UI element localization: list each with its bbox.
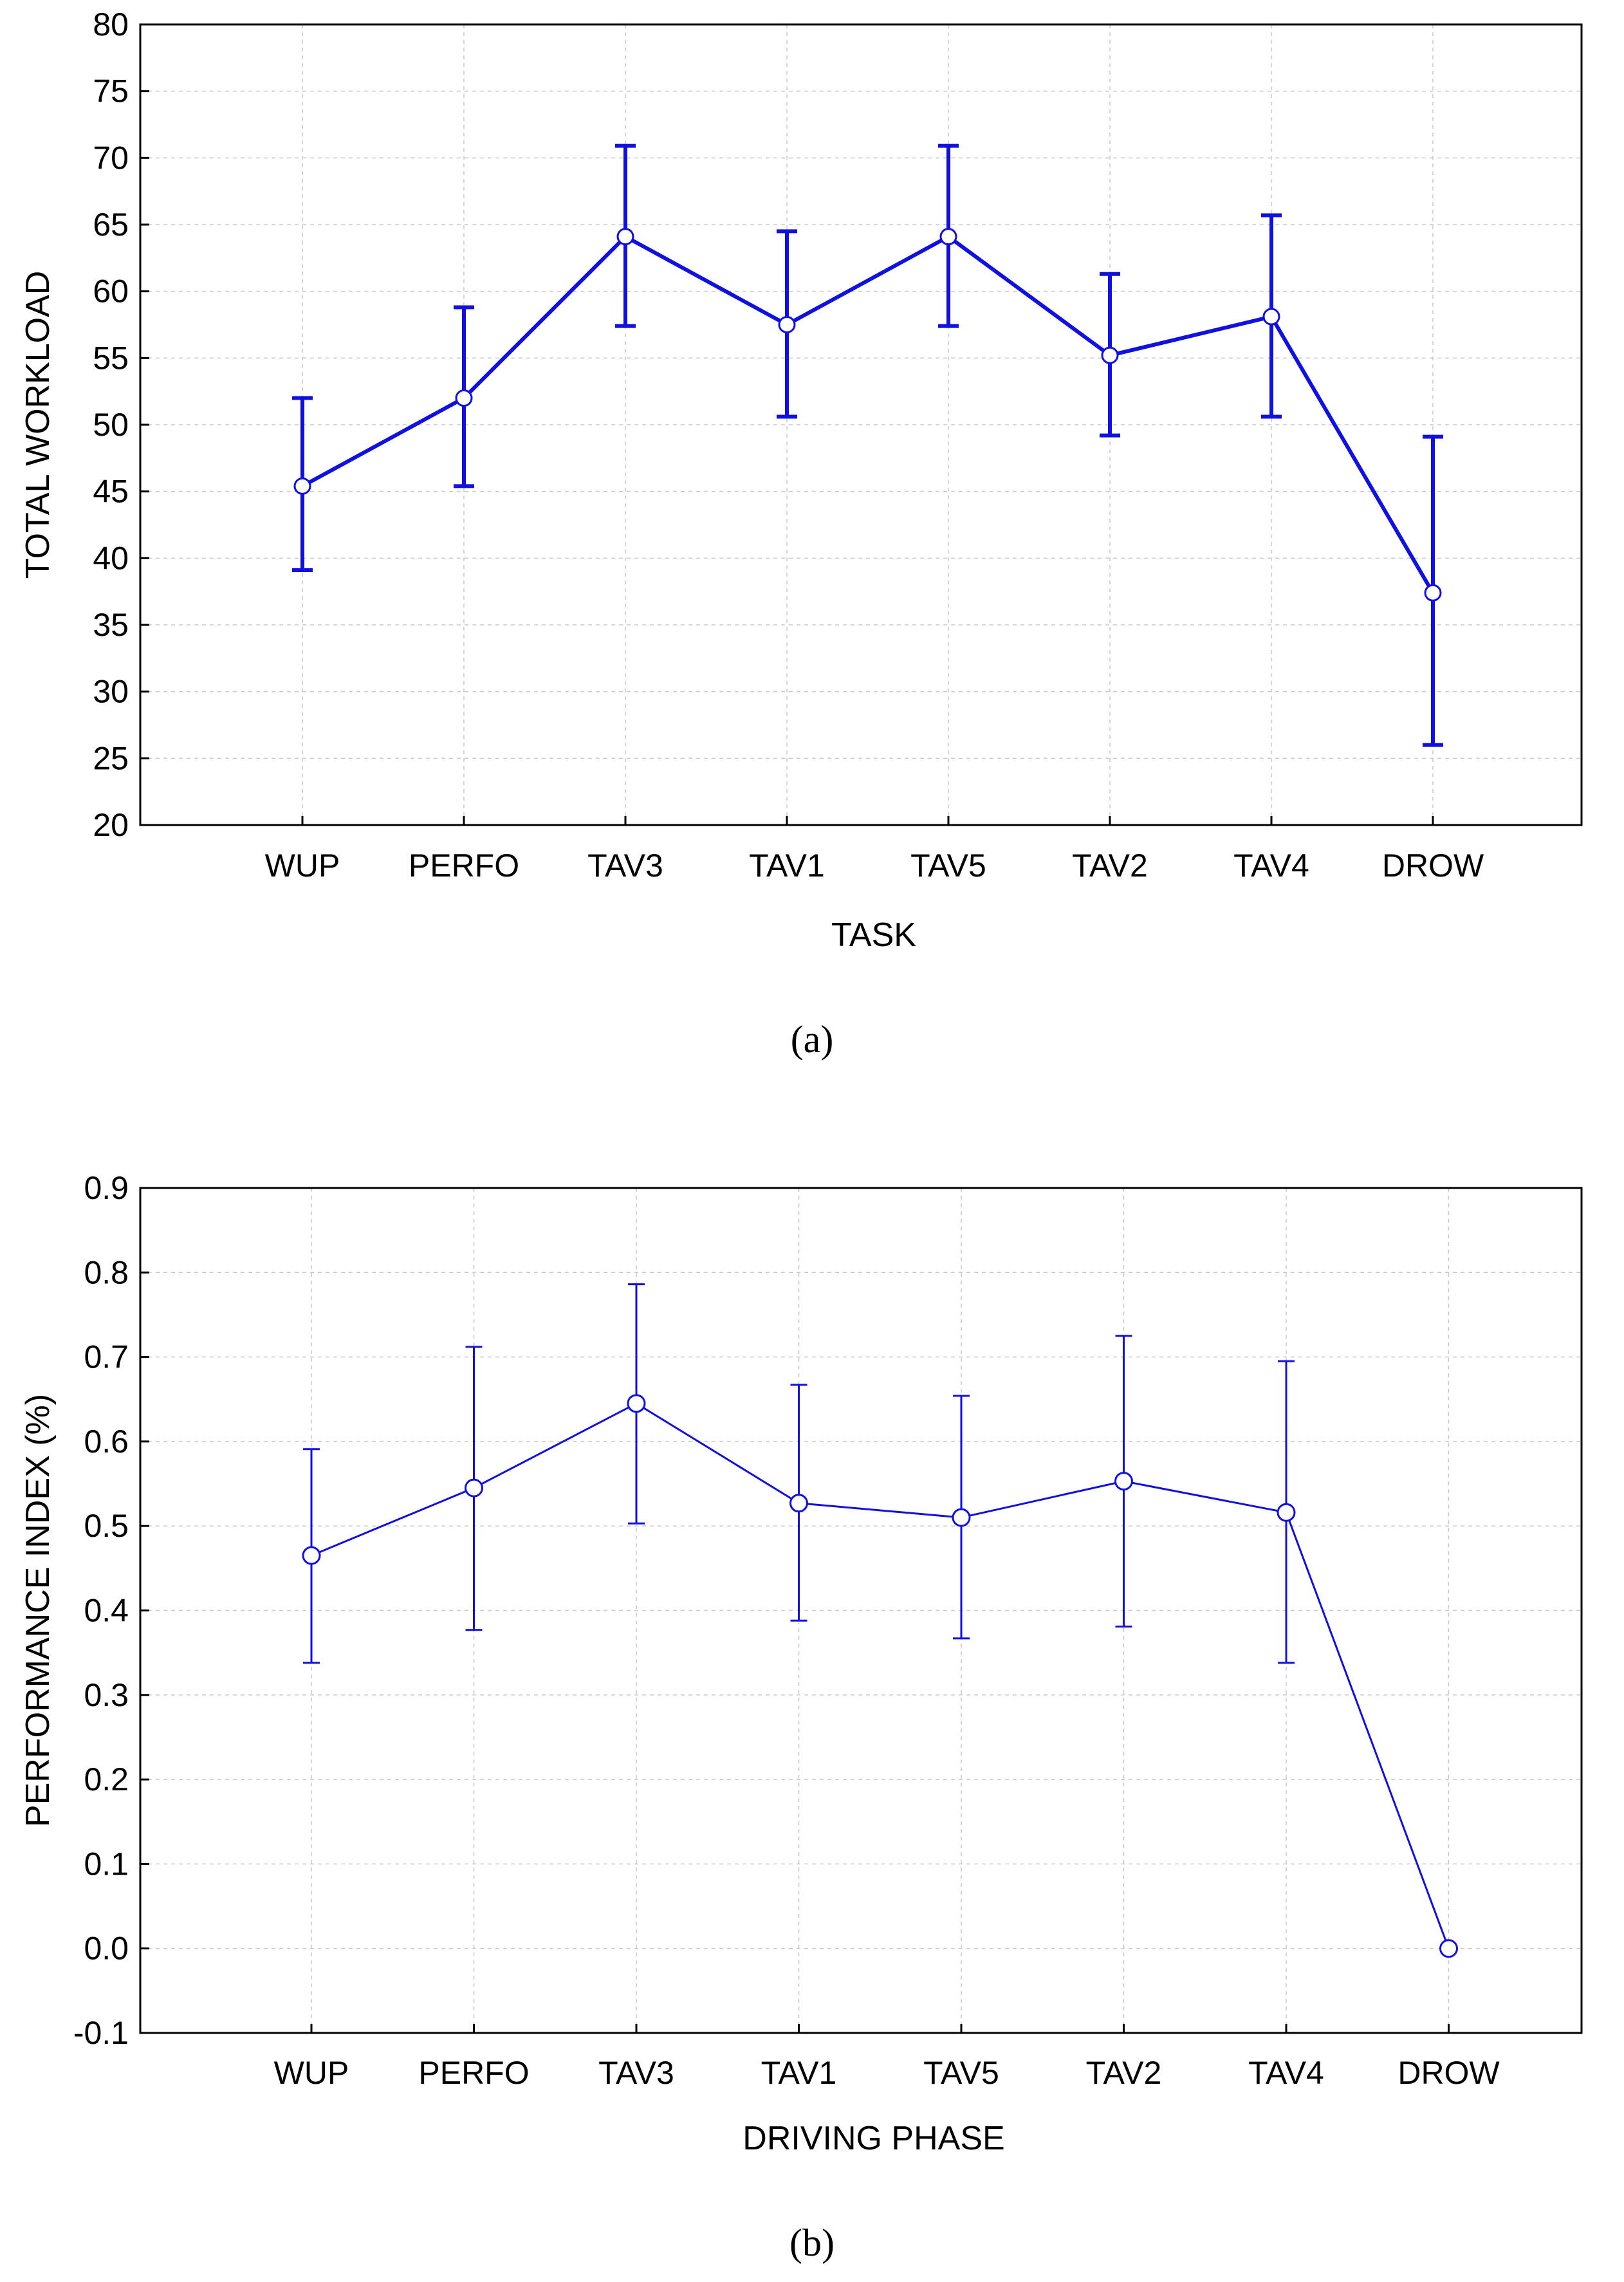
data-point (1101, 346, 1119, 364)
chart-a-x-ticks: WUP PERFO TAV3 TAV1 TAV5 TAV2 TAV4 DROW (265, 816, 1484, 884)
y-tick-label: 70 (93, 140, 129, 176)
x-tick-label: TAV4 (1248, 2055, 1324, 2091)
x-tick-label: PERFO (409, 848, 519, 884)
y-tick-label: 30 (93, 674, 129, 710)
x-tick-label: TAV1 (761, 2055, 837, 2091)
series-line (311, 1402, 1450, 1949)
y-tick-label: 45 (93, 474, 129, 510)
data-point (1424, 584, 1442, 602)
y-tick-label: 80 (93, 6, 129, 42)
y-tick-label: 0.5 (84, 1508, 129, 1544)
y-tick-label: 0.8 (84, 1254, 129, 1290)
data-point (1439, 1939, 1458, 1958)
data-point (302, 1546, 321, 1565)
x-tick-label: TAV3 (598, 2055, 674, 2091)
y-tick-label: 35 (93, 607, 129, 643)
chart-a-grid (140, 24, 1582, 825)
x-tick-label: DROW (1382, 848, 1484, 884)
y-tick-label: 60 (93, 274, 129, 310)
x-tick-label: TAV1 (749, 848, 825, 884)
data-point (1114, 1472, 1133, 1491)
chart-a-y-axis-label: TOTAL WORKLOAD (19, 271, 57, 579)
x-tick-label: TAV2 (1072, 848, 1148, 884)
y-tick-label: 20 (93, 807, 129, 843)
y-tick-label: 0.3 (84, 1677, 129, 1713)
y-tick-label: 0.9 (84, 1170, 129, 1206)
y-tick-label: -0.1 (73, 2015, 129, 2051)
x-tick-label: WUP (265, 848, 340, 884)
chart-b-series (302, 1283, 1458, 1958)
data-point (939, 228, 957, 246)
chart-a-series (292, 144, 1443, 747)
chart-b-x-axis-label: DRIVING PHASE (743, 2120, 1004, 2157)
x-tick-label: WUP (274, 2055, 349, 2091)
y-tick-label: 40 (93, 540, 129, 576)
chart-a-y-ticks: 20 25 30 35 40 45 50 55 60 65 70 75 80 (93, 6, 149, 843)
data-point (293, 477, 311, 495)
y-tick-label: 0.0 (84, 1931, 129, 1967)
data-point (1277, 1503, 1296, 1522)
chart-b-x-ticks: WUP PERFO TAV3 TAV1 TAV5 TAV2 TAV4 DROW (274, 2024, 1500, 2091)
chart-b-caption: (b) (789, 2222, 835, 2264)
data-point (627, 1394, 646, 1413)
data-point (616, 228, 634, 246)
x-tick-label: TAV5 (910, 848, 986, 884)
x-tick-label: PERFO (418, 2055, 529, 2091)
chart-b-performance: -0.1 0.0 0.1 0.2 0.3 0.4 0.5 0.6 0.7 0.8 0.9 WUP PE… (19, 1170, 1583, 2264)
chart-b-y-ticks: -0.1 0.0 0.1 0.2 0.3 0.4 0.5 0.6 0.7 0.8 0.9 (73, 1170, 149, 2051)
y-tick-label: 0.7 (84, 1339, 129, 1375)
data-point (465, 1478, 483, 1498)
series-line (301, 234, 1435, 594)
y-tick-label: 0.2 (84, 1761, 129, 1797)
x-tick-label: TAV4 (1233, 848, 1309, 884)
y-tick-label: 50 (93, 407, 129, 443)
y-tick-label: 65 (93, 207, 129, 243)
y-tick-label: 55 (93, 340, 129, 376)
data-point (778, 316, 796, 333)
y-tick-label: 75 (93, 73, 129, 109)
x-tick-label: TAV3 (587, 848, 663, 884)
chart-b-grid (140, 1188, 1582, 2033)
y-tick-label: 25 (93, 740, 129, 776)
x-tick-label: TAV2 (1086, 2055, 1162, 2091)
chart-a-caption: (a) (791, 1018, 834, 1061)
data-point (1262, 308, 1280, 326)
y-tick-label: 0.6 (84, 1424, 129, 1460)
x-tick-label: TAV5 (923, 2055, 999, 2091)
y-tick-label: 0.1 (84, 1846, 129, 1882)
chart-a-workload: 20 25 30 35 40 45 50 55 60 65 70 75 80 WUP PERFO TAV3 T… (19, 6, 1583, 1061)
data-point (952, 1508, 971, 1527)
data-point (455, 389, 473, 407)
chart-b-y-axis-label: PERFORMANCE INDEX (%) (19, 1394, 57, 1827)
chart-a-x-axis-label: TASK (831, 916, 916, 954)
data-point (789, 1494, 808, 1513)
y-tick-label: 0.4 (84, 1593, 129, 1629)
x-tick-label: DROW (1398, 2055, 1500, 2091)
